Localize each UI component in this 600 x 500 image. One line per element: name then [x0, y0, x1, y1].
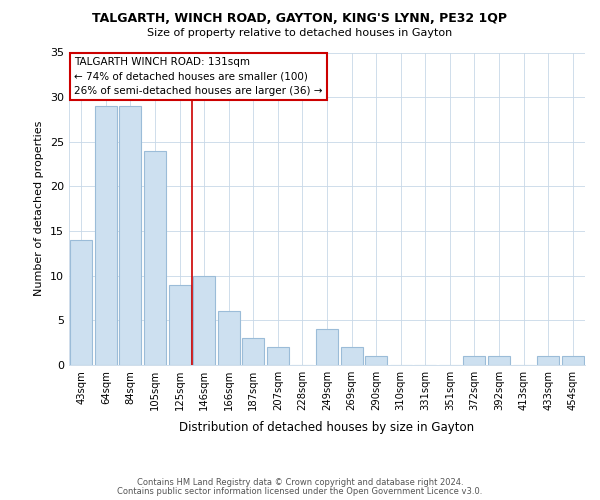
Y-axis label: Number of detached properties: Number of detached properties	[34, 121, 44, 296]
Bar	[119, 106, 142, 365]
Bar	[267, 347, 289, 365]
Bar	[488, 356, 510, 365]
Bar	[193, 276, 215, 365]
Text: Contains public sector information licensed under the Open Government Licence v3: Contains public sector information licen…	[118, 487, 482, 496]
Bar	[70, 240, 92, 365]
X-axis label: Distribution of detached houses by size in Gayton: Distribution of detached houses by size …	[179, 422, 475, 434]
Bar	[562, 356, 584, 365]
Bar	[144, 150, 166, 365]
Text: TALGARTH WINCH ROAD: 131sqm
← 74% of detached houses are smaller (100)
26% of se: TALGARTH WINCH ROAD: 131sqm ← 74% of det…	[74, 57, 323, 96]
Text: Size of property relative to detached houses in Gayton: Size of property relative to detached ho…	[148, 28, 452, 38]
Text: TALGARTH, WINCH ROAD, GAYTON, KING'S LYNN, PE32 1QP: TALGARTH, WINCH ROAD, GAYTON, KING'S LYN…	[92, 12, 508, 26]
Bar	[463, 356, 485, 365]
Bar	[218, 312, 240, 365]
Bar	[537, 356, 559, 365]
Bar	[365, 356, 387, 365]
Bar	[242, 338, 265, 365]
Bar	[341, 347, 362, 365]
Bar	[95, 106, 117, 365]
Text: Contains HM Land Registry data © Crown copyright and database right 2024.: Contains HM Land Registry data © Crown c…	[137, 478, 463, 487]
Bar	[169, 284, 191, 365]
Bar	[316, 330, 338, 365]
